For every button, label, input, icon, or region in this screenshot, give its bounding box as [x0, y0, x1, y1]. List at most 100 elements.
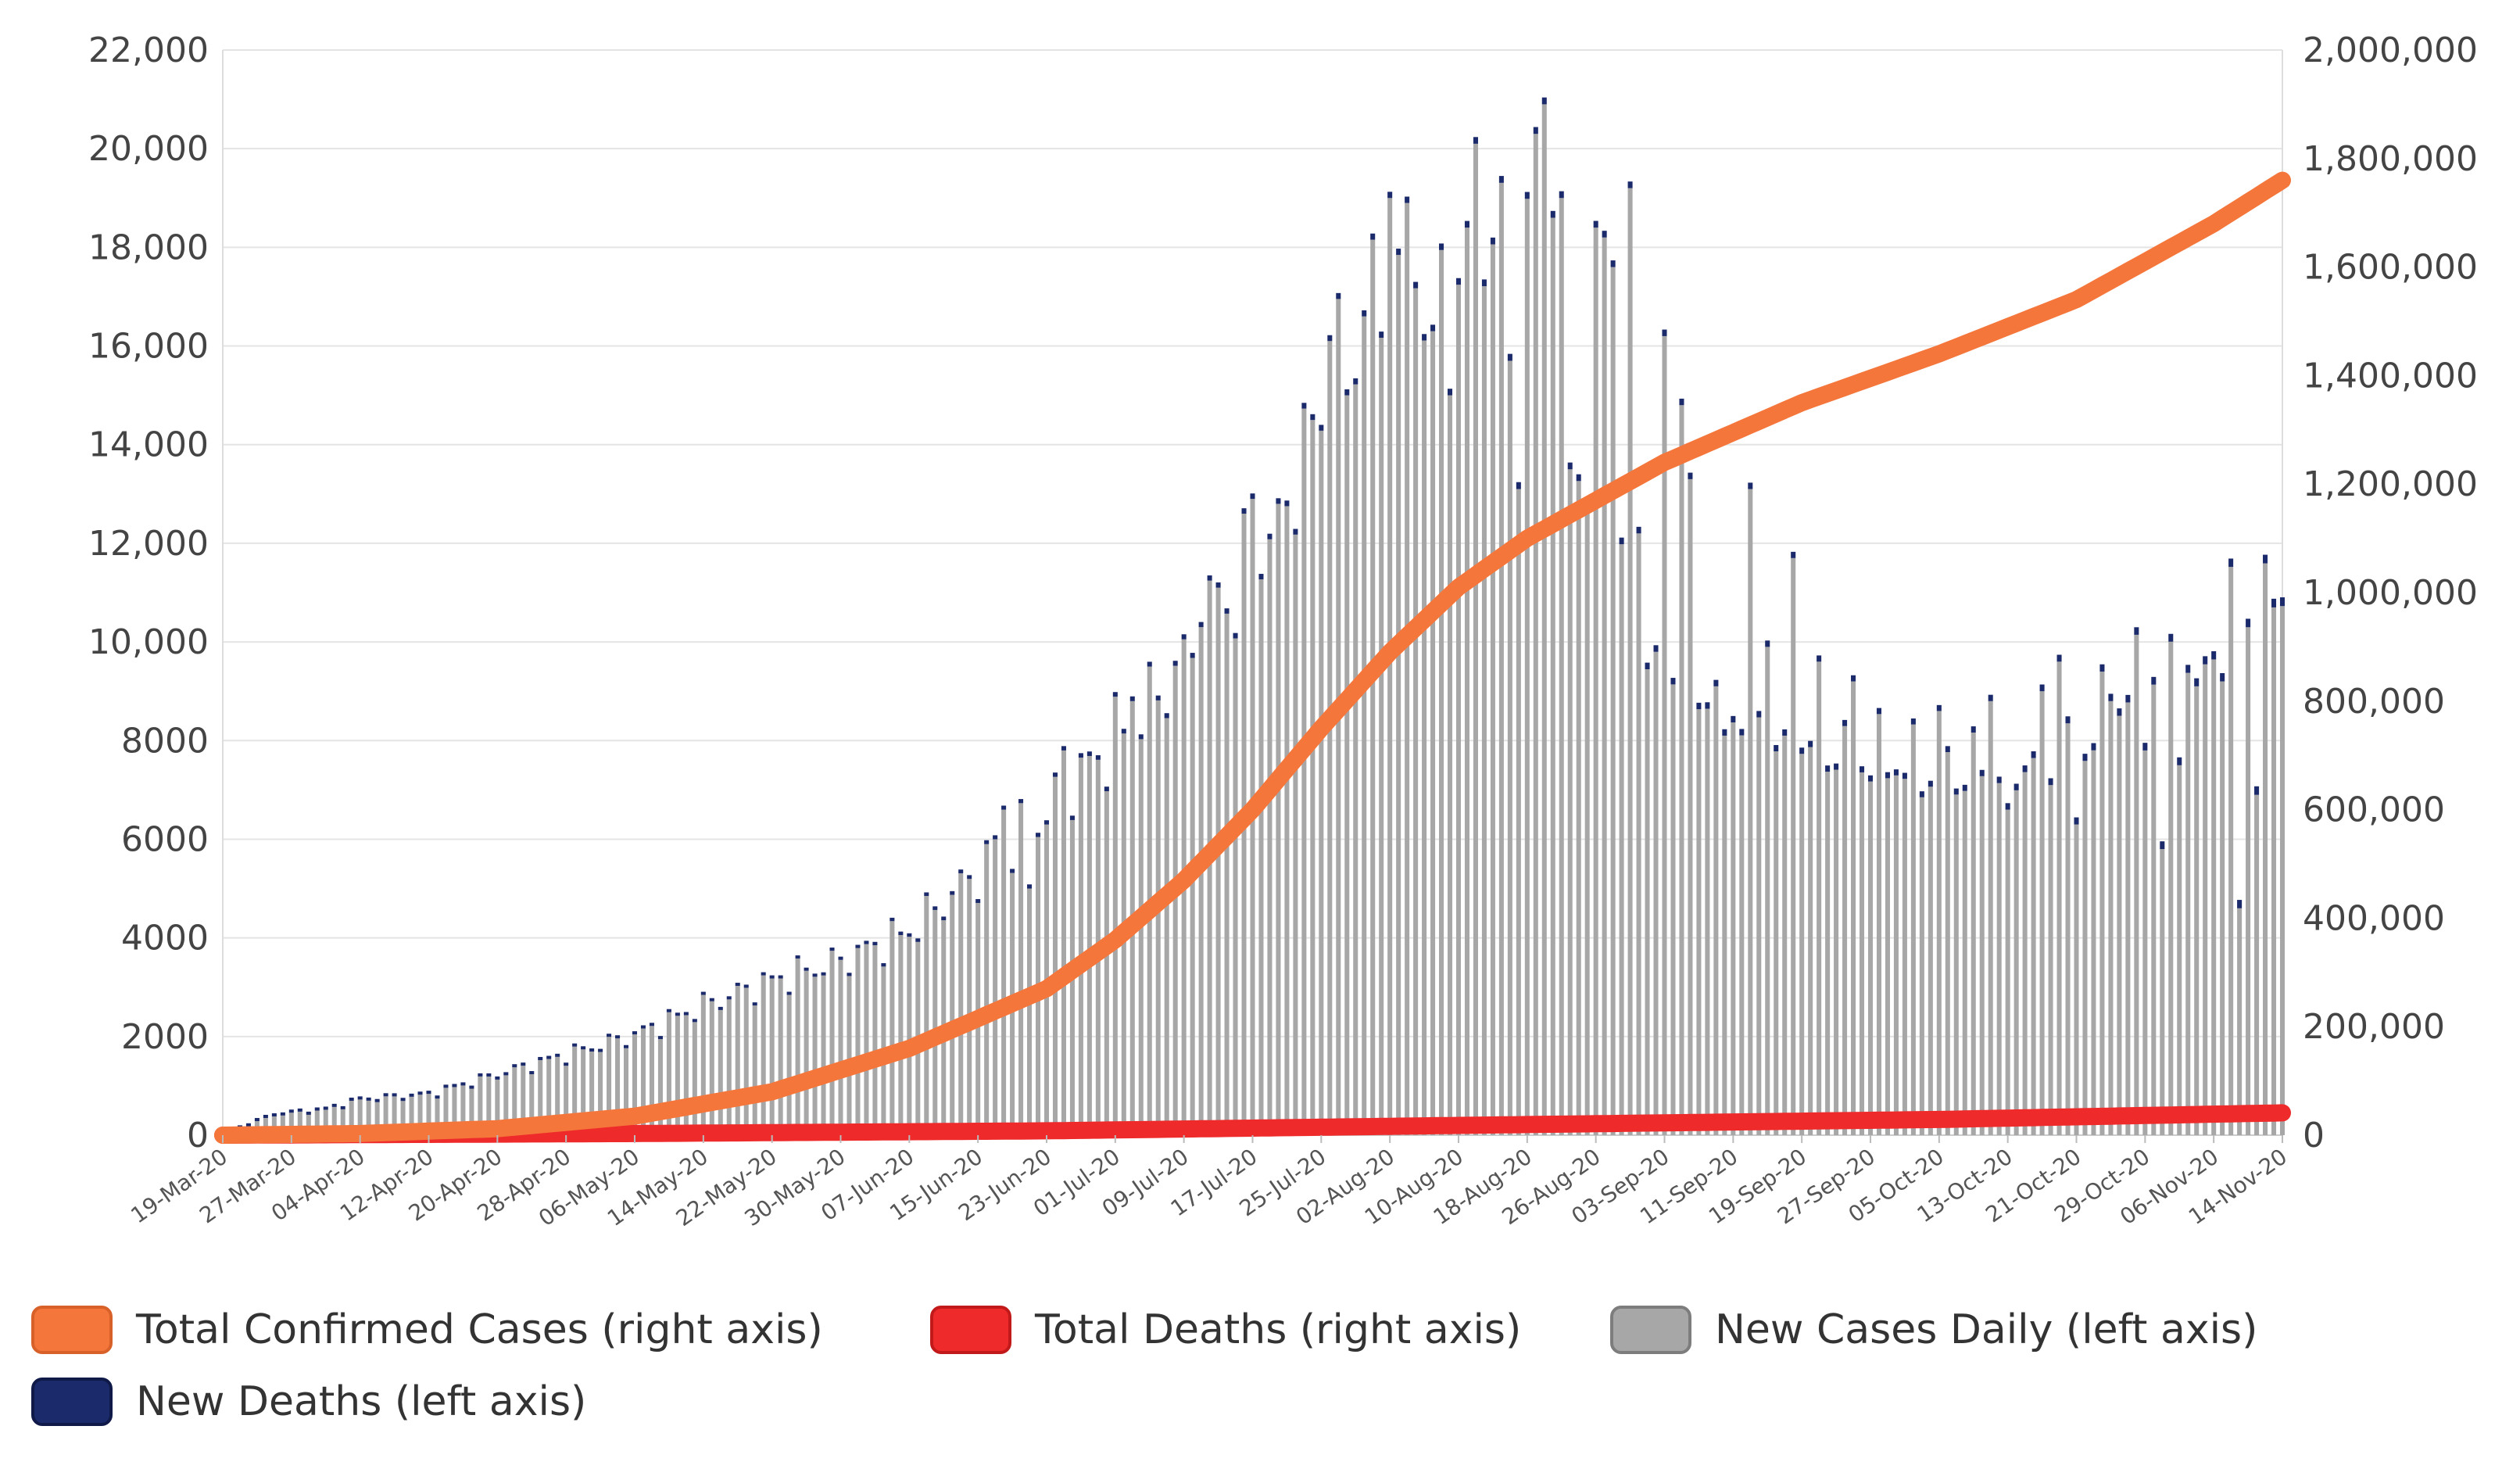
new-cases-bar — [1001, 809, 1007, 1135]
new-deaths-bar — [1422, 334, 1427, 341]
new-deaths-bar — [1405, 196, 1410, 203]
new-deaths-bar — [1233, 632, 1238, 639]
left-tick-label: 4000 — [121, 919, 209, 958]
new-deaths-bar — [1696, 702, 1702, 710]
new-deaths-bar — [924, 892, 929, 897]
new-cases-bar — [872, 945, 878, 1135]
new-cases-bar — [1670, 684, 1676, 1135]
new-deaths-bar — [1705, 702, 1710, 709]
new-cases-bar — [2194, 686, 2200, 1135]
new-cases-bar — [564, 1066, 569, 1135]
new-deaths-bar — [1086, 751, 1092, 756]
new-cases-bar — [2082, 761, 2088, 1135]
new-cases-bar — [1876, 714, 1881, 1135]
new-cases-bar — [864, 944, 869, 1135]
new-cases-bar — [1490, 244, 1495, 1136]
legend-label-total-deaths: Total Deaths (right axis) — [1035, 1306, 1522, 1353]
new-deaths-bar — [898, 931, 904, 935]
new-deaths-bar — [1207, 575, 1212, 581]
new-deaths-bar — [417, 1091, 423, 1095]
new-deaths-bar — [683, 1012, 689, 1016]
new-cases-bar — [383, 1096, 388, 1135]
new-cases-bar — [735, 986, 740, 1135]
new-cases-bar — [1893, 775, 1899, 1135]
legend-item-total-deaths[interactable]: Total Deaths (right axis) — [930, 1306, 1521, 1354]
new-cases-bar — [1448, 395, 1453, 1135]
new-cases-bar — [2263, 563, 2268, 1135]
new-cases-bar — [752, 1005, 757, 1135]
new-cases-bar — [1593, 228, 1598, 1136]
new-cases-bar — [1396, 255, 1401, 1135]
right-tick-label: 800,000 — [2303, 682, 2445, 722]
new-deaths-bar — [1541, 97, 1547, 105]
new-cases-bar — [675, 1016, 680, 1135]
new-deaths-bar — [1627, 181, 1633, 188]
new-cases-bar — [1679, 405, 1684, 1135]
legend-item-new-cases[interactable]: New Cases Daily (left axis) — [1610, 1306, 2257, 1354]
new-deaths-bar — [1722, 729, 1727, 736]
new-deaths-bar — [1808, 740, 1813, 747]
new-deaths-bar — [2263, 554, 2268, 564]
new-cases-bar — [1276, 503, 1281, 1135]
new-deaths-bar — [1851, 675, 1856, 682]
new-cases-bar — [2185, 672, 2191, 1135]
new-deaths-bar — [2220, 673, 2225, 682]
new-deaths-bar — [2203, 656, 2208, 665]
new-cases-bar — [512, 1067, 517, 1135]
new-deaths-bar — [271, 1113, 277, 1117]
new-cases-bar — [1190, 657, 1195, 1135]
new-cases-bar — [366, 1100, 371, 1135]
new-deaths-bar — [812, 973, 818, 977]
new-deaths-bar — [1979, 769, 1985, 776]
new-cases-bar — [847, 976, 852, 1135]
legend-item-total-confirmed[interactable]: Total Confirmed Cases (right axis) — [31, 1306, 823, 1354]
new-deaths-bar — [1533, 127, 1538, 134]
new-deaths-bar — [1945, 746, 1950, 753]
new-cases-bar — [1344, 395, 1350, 1135]
new-deaths-bar — [1928, 780, 1933, 787]
new-cases-bar — [1319, 430, 1324, 1135]
new-deaths-bar — [1164, 713, 1169, 718]
new-cases-bar — [907, 937, 912, 1135]
new-deaths-bar — [1817, 655, 1822, 662]
new-cases-bar — [1705, 708, 1710, 1135]
new-deaths-bar — [357, 1096, 363, 1100]
new-cases-bar — [2151, 684, 2157, 1135]
new-cases-bar — [2220, 681, 2225, 1135]
new-cases-bar — [2211, 659, 2217, 1135]
new-deaths-bar — [2022, 765, 2028, 772]
new-cases-bar — [2160, 849, 2165, 1135]
new-deaths-bar — [2056, 654, 2062, 662]
new-cases-bar — [804, 970, 809, 1135]
new-cases-bar — [1902, 779, 1907, 1135]
new-deaths-bar — [1748, 482, 1753, 489]
new-deaths-bar — [2074, 817, 2079, 825]
left-tick-label: 8000 — [121, 721, 209, 761]
new-cases-bar — [1756, 717, 1762, 1135]
new-deaths-bar — [1782, 729, 1788, 736]
new-deaths-bar — [2168, 633, 2174, 642]
new-deaths-bar — [1756, 711, 1762, 718]
new-cases-bar — [2031, 758, 2036, 1135]
new-cases-bar — [2271, 607, 2277, 1135]
new-cases-bar — [1713, 686, 1719, 1135]
new-deaths-bar — [950, 890, 955, 895]
right-tick-label: 0 — [2303, 1116, 2325, 1155]
new-cases-bar — [1533, 134, 1538, 1136]
legend-item-new-deaths[interactable]: New Deaths (left axis) — [31, 1378, 586, 1426]
new-deaths-bar — [1061, 746, 1066, 751]
new-cases-bar — [778, 978, 783, 1135]
new-cases-bar — [2091, 750, 2096, 1135]
new-cases-bar — [1052, 776, 1058, 1135]
new-deaths-bar — [1936, 704, 1942, 711]
new-deaths-bar — [598, 1048, 603, 1052]
new-deaths-bar — [2279, 597, 2286, 607]
new-deaths-bar — [1370, 233, 1376, 240]
new-deaths-bar — [1893, 769, 1899, 776]
new-cases-bar — [718, 1009, 723, 1135]
new-deaths-bar — [2151, 676, 2157, 685]
new-deaths-bar — [1353, 378, 1358, 385]
new-deaths-bar — [640, 1025, 646, 1029]
new-cases-bar — [1817, 661, 1822, 1135]
new-cases-bar — [1919, 797, 1924, 1135]
